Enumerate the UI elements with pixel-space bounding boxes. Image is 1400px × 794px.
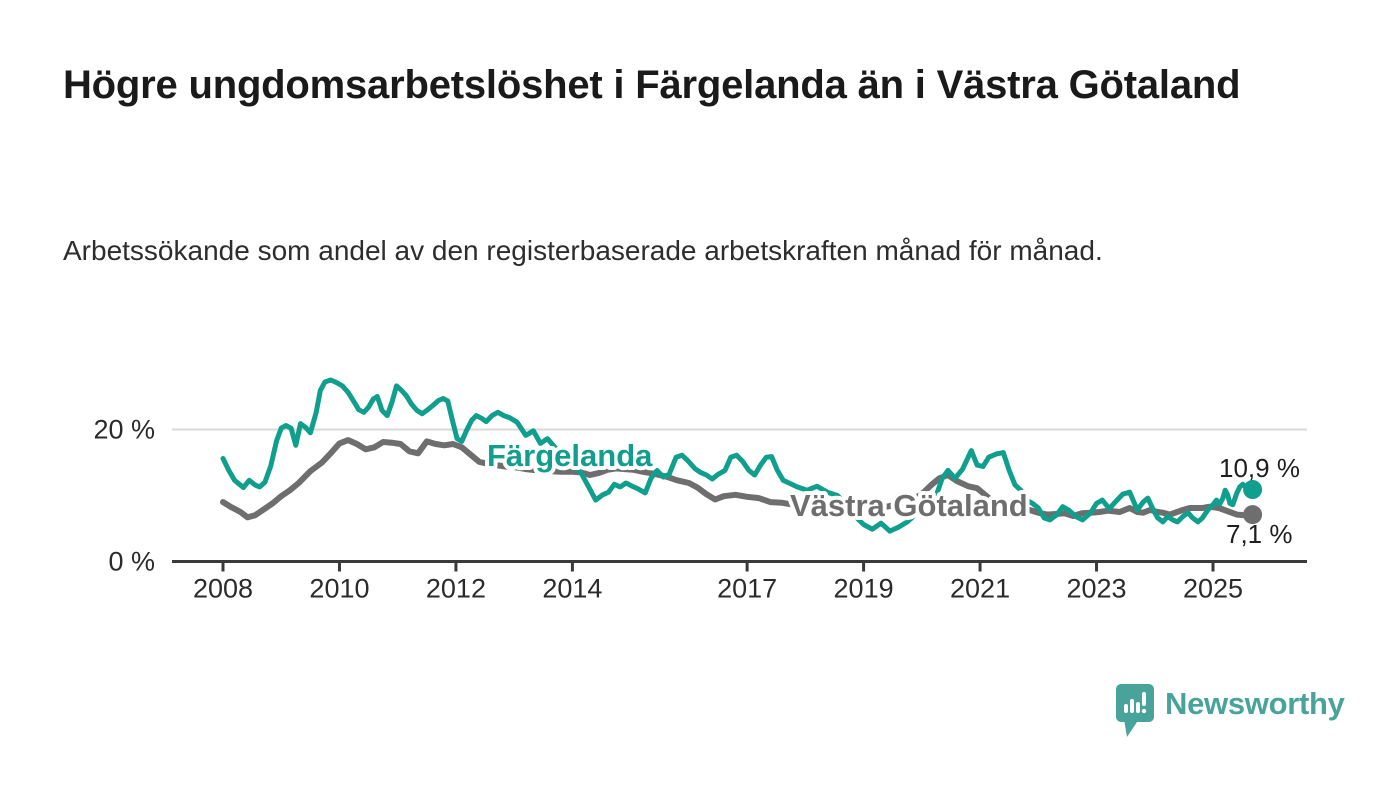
newsworthy-logo-text: Newsworthy [1165, 686, 1345, 721]
series-line-vastra-gotaland [220, 437, 1256, 521]
y-tick-label: 20 % [93, 415, 155, 445]
page-title: Högre ungdomsarbetslöshet i Färgelanda ä… [63, 63, 1241, 107]
series-label-fargelanda: Färgelanda [487, 438, 653, 473]
newsworthy-logo: Newsworthy [1116, 684, 1345, 738]
page-subtitle: Arbetssökande som andel av den registerb… [63, 235, 1103, 266]
series-label-vastra-gotaland: Västra Götaland [790, 488, 1028, 523]
series-line-fargelanda [220, 377, 1256, 534]
x-tick-label: 2021 [950, 574, 1010, 604]
x-tick-label: 2025 [1183, 574, 1243, 604]
end-dot-fargelanda [1243, 480, 1263, 500]
newsworthy-logo-icon [1116, 684, 1154, 737]
end-value-label-vastra-gotaland: 7,1 % [1226, 519, 1293, 549]
x-tick-label: 2019 [834, 574, 894, 604]
x-tick-label: 2008 [193, 574, 253, 604]
x-tick-label: 2023 [1066, 574, 1126, 604]
y-tick-label: 0 % [108, 547, 155, 577]
x-tick-label: 2010 [309, 574, 369, 604]
end-dot-vastra-gotaland [1243, 505, 1263, 525]
x-tick-label: 2014 [542, 574, 602, 604]
end-value-label-fargelanda: 10,9 % [1219, 453, 1300, 483]
x-tick-label: 2017 [717, 574, 777, 604]
x-tick-label: 2012 [426, 574, 486, 604]
